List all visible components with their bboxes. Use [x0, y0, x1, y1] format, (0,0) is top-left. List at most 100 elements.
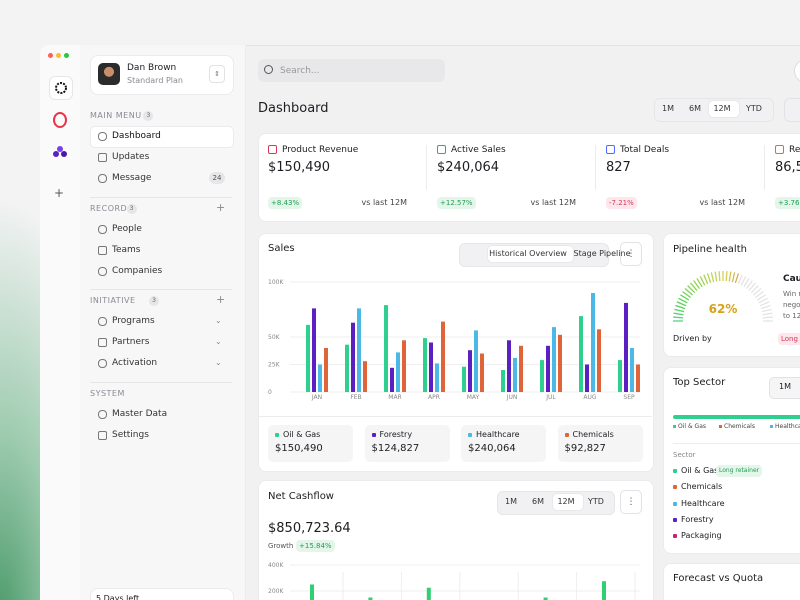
menu-icon — [98, 267, 107, 276]
legend-dot — [371, 433, 376, 437]
user-name: Dan Brown — [127, 63, 177, 73]
more-button[interactable]: ⋮ — [620, 242, 642, 266]
menu-icon — [98, 153, 107, 162]
menu-icon — [98, 174, 107, 183]
side-line: to 12 — [783, 312, 800, 320]
section-count: 3 — [143, 111, 154, 121]
kpi-change: +8.43% — [268, 197, 303, 209]
kpi-divider — [426, 145, 427, 190]
driven-badge: Long s — [778, 333, 800, 345]
range-button[interactable] — [769, 377, 800, 399]
sector-name: Forestry — [681, 514, 714, 524]
menu-item[interactable]: Updates — [112, 152, 150, 162]
add-app-button[interactable]: + — [54, 186, 65, 200]
section-title: SYSTEM — [90, 389, 125, 398]
summary-card — [557, 425, 643, 462]
app-icon[interactable] — [49, 76, 73, 100]
kpi-label: Product Revenue — [282, 145, 359, 155]
summary-value: $240,064 — [468, 443, 516, 454]
menu-item[interactable]: Master Data — [112, 409, 168, 419]
menu-item[interactable]: Dashboard — [112, 131, 161, 141]
more-button[interactable]: ⋮ — [620, 490, 642, 514]
section-count: 3 — [149, 296, 159, 306]
kpi-label: Rep — [789, 145, 800, 155]
tab[interactable]: 1M — [505, 497, 517, 506]
menu-item[interactable]: Activation — [112, 358, 158, 368]
account-switch[interactable]: ⇕ — [209, 65, 225, 83]
tab[interactable]: 1M — [662, 104, 674, 113]
app-icon[interactable] — [53, 112, 67, 128]
legend-label: Healthcare — [476, 430, 520, 439]
menu-item[interactable]: Partners — [112, 337, 150, 347]
tab[interactable]: YTD — [588, 497, 604, 506]
summary-value: $92,827 — [564, 443, 606, 454]
menu-item[interactable]: People — [112, 224, 142, 234]
kpi-divider — [764, 145, 765, 190]
menu-badge: 24 — [209, 172, 225, 184]
sector-dot — [673, 485, 677, 490]
menu-item[interactable]: Companies — [112, 266, 163, 276]
profile-card — [90, 55, 234, 95]
divider — [90, 289, 232, 290]
search-placeholder: Search... — [280, 66, 320, 76]
search-box[interactable] — [258, 59, 445, 82]
expand-chevron[interactable]: ⌄ — [215, 316, 222, 325]
menu-icon — [98, 410, 107, 419]
kpi-icon — [606, 145, 615, 154]
user-plan: Standard Plan — [127, 76, 183, 85]
app-icon[interactable] — [52, 146, 68, 158]
tab[interactable]: 12M — [713, 104, 731, 113]
legend-label: Oil & Gas — [678, 423, 707, 430]
tab[interactable]: 6M — [689, 104, 701, 113]
add-button[interactable]: + — [216, 201, 226, 214]
section-count: 3 — [126, 204, 137, 214]
sector-dot — [673, 469, 677, 473]
kpi-divider — [595, 145, 596, 190]
tab[interactable]: 6M — [532, 497, 544, 506]
divider — [673, 443, 800, 444]
tab[interactable]: Historical Overview — [489, 249, 567, 258]
kpi-compare: vs last 12M — [699, 198, 746, 207]
card-title: Top Sector — [673, 377, 726, 388]
kpi-change: -7.21% — [606, 197, 637, 209]
more-button[interactable] — [784, 98, 800, 122]
growth-label: Growth — [268, 542, 294, 550]
summary-value: $150,490 — [275, 443, 323, 454]
trial-text: 5 Days left — [96, 594, 140, 600]
tab[interactable]: Stage Pipeline — [573, 249, 631, 258]
sector-name: Healthcare — [681, 498, 725, 508]
kpi-compare: vs last 12M — [361, 198, 408, 207]
menu-item[interactable]: Message — [112, 173, 152, 183]
legend-dot — [719, 425, 722, 428]
add-button[interactable]: + — [216, 293, 226, 306]
kpi-label: Total Deals — [620, 145, 670, 155]
kpi-icon — [437, 145, 446, 154]
expand-chevron[interactable]: ⌄ — [215, 337, 222, 346]
driven-label: Driven by — [673, 334, 712, 343]
tab[interactable]: 12M — [557, 497, 575, 506]
active-item-bg — [90, 126, 234, 148]
window-dot — [48, 53, 53, 58]
sector-dot — [673, 534, 677, 539]
menu-item[interactable]: Programs — [112, 316, 155, 326]
tab-active-bg — [553, 494, 583, 510]
menu-icon — [98, 317, 107, 326]
avatar — [98, 63, 120, 85]
summary-card — [461, 425, 546, 462]
side-title: Cau — [783, 274, 800, 284]
sector-dot — [673, 501, 677, 506]
kpi-compare: vs last 12M — [530, 198, 577, 207]
legend-label: Chemicals — [572, 430, 614, 439]
section-title: INITIATIVE — [90, 296, 136, 305]
kpi-card — [258, 133, 800, 222]
menu-item[interactable]: Teams — [112, 245, 141, 255]
summary-card — [268, 425, 353, 462]
sector-dot — [673, 517, 677, 522]
expand-chevron[interactable]: ⌄ — [215, 358, 222, 367]
tab[interactable]: YTD — [746, 104, 762, 113]
menu-icon — [98, 431, 107, 440]
summary-value: $124,827 — [371, 443, 420, 454]
menu-item[interactable]: Settings — [112, 430, 149, 440]
growth-value: +15.84% — [296, 540, 335, 552]
